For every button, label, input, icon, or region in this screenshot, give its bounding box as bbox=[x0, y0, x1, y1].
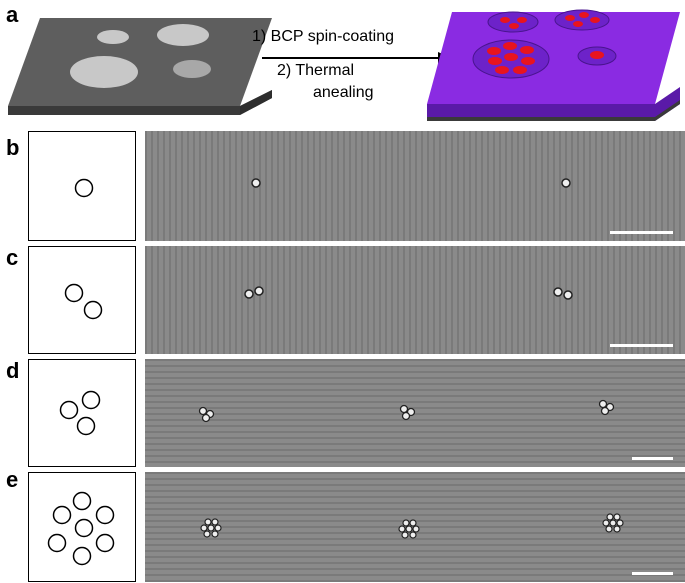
schematic-box-b bbox=[28, 131, 136, 241]
schematic-box-e bbox=[28, 472, 136, 582]
scale-bar bbox=[610, 231, 673, 234]
hole bbox=[157, 24, 209, 46]
sem-image-d bbox=[145, 359, 685, 467]
sem-image-c bbox=[145, 246, 685, 354]
defect-feature bbox=[254, 286, 264, 296]
panel-label-a: a bbox=[6, 2, 19, 27]
substrate-schematic bbox=[8, 9, 680, 121]
defect-feature bbox=[598, 399, 608, 409]
filled-hole-1 bbox=[487, 11, 539, 33]
defect-feature bbox=[244, 289, 254, 299]
hole-outline bbox=[76, 416, 96, 436]
hole-outline bbox=[95, 505, 115, 525]
sem-image-e bbox=[145, 472, 685, 582]
panel-label-b: b bbox=[6, 135, 20, 160]
sem-texture-c bbox=[145, 246, 685, 354]
sem-texture-b bbox=[145, 131, 685, 241]
defect-feature bbox=[201, 413, 211, 423]
hole-outline bbox=[64, 283, 84, 303]
defect-feature bbox=[553, 287, 563, 297]
defect-feature bbox=[600, 406, 610, 416]
panel-label-c: c bbox=[6, 245, 19, 270]
hole bbox=[173, 60, 211, 78]
panel-label-e: e bbox=[6, 467, 19, 492]
hole bbox=[97, 30, 129, 44]
film-base bbox=[427, 100, 680, 121]
hole-outline bbox=[72, 491, 92, 511]
hole-outline bbox=[47, 533, 67, 553]
hole bbox=[70, 56, 138, 88]
process-step-2-line-2: anealing bbox=[313, 84, 374, 101]
sem-texture-e bbox=[145, 472, 685, 582]
defect-feature bbox=[561, 178, 571, 188]
defect-cluster bbox=[200, 518, 222, 538]
hole-outline bbox=[52, 505, 72, 525]
filled-hole-4 bbox=[577, 46, 617, 66]
filled-hole-2 bbox=[554, 9, 610, 31]
defect-cluster bbox=[602, 513, 624, 533]
sem-texture-d bbox=[145, 359, 685, 467]
defect-feature bbox=[198, 406, 208, 416]
sem-image-b bbox=[145, 131, 685, 241]
hole-outline bbox=[74, 178, 94, 198]
substrate-side-right bbox=[240, 90, 272, 115]
schematic-box-d bbox=[28, 359, 136, 467]
hole-outline bbox=[81, 390, 101, 410]
defect-feature bbox=[399, 404, 409, 414]
defect-feature bbox=[401, 411, 411, 421]
filled-hole-3 bbox=[472, 39, 550, 79]
scale-bar bbox=[632, 457, 673, 460]
schematic-box-c bbox=[28, 246, 136, 354]
substrate-side-front bbox=[8, 90, 272, 115]
hole-outline bbox=[74, 518, 94, 538]
hole-outline bbox=[95, 533, 115, 553]
defect-cluster bbox=[398, 519, 420, 539]
scale-bar bbox=[632, 572, 673, 575]
panel-label-d: d bbox=[6, 358, 20, 383]
process-step-1: 1) BCP spin-coating bbox=[252, 28, 394, 45]
scale-bar bbox=[610, 344, 673, 347]
hole-outline bbox=[83, 300, 103, 320]
defect-feature bbox=[563, 290, 573, 300]
hole-outline bbox=[72, 546, 92, 566]
defect-feature bbox=[251, 178, 261, 188]
hole-outline bbox=[59, 400, 79, 420]
bcp-film-top bbox=[427, 12, 680, 104]
substrate-top bbox=[8, 18, 272, 106]
process-step-2-line-1: 2) Thermal bbox=[277, 62, 355, 79]
